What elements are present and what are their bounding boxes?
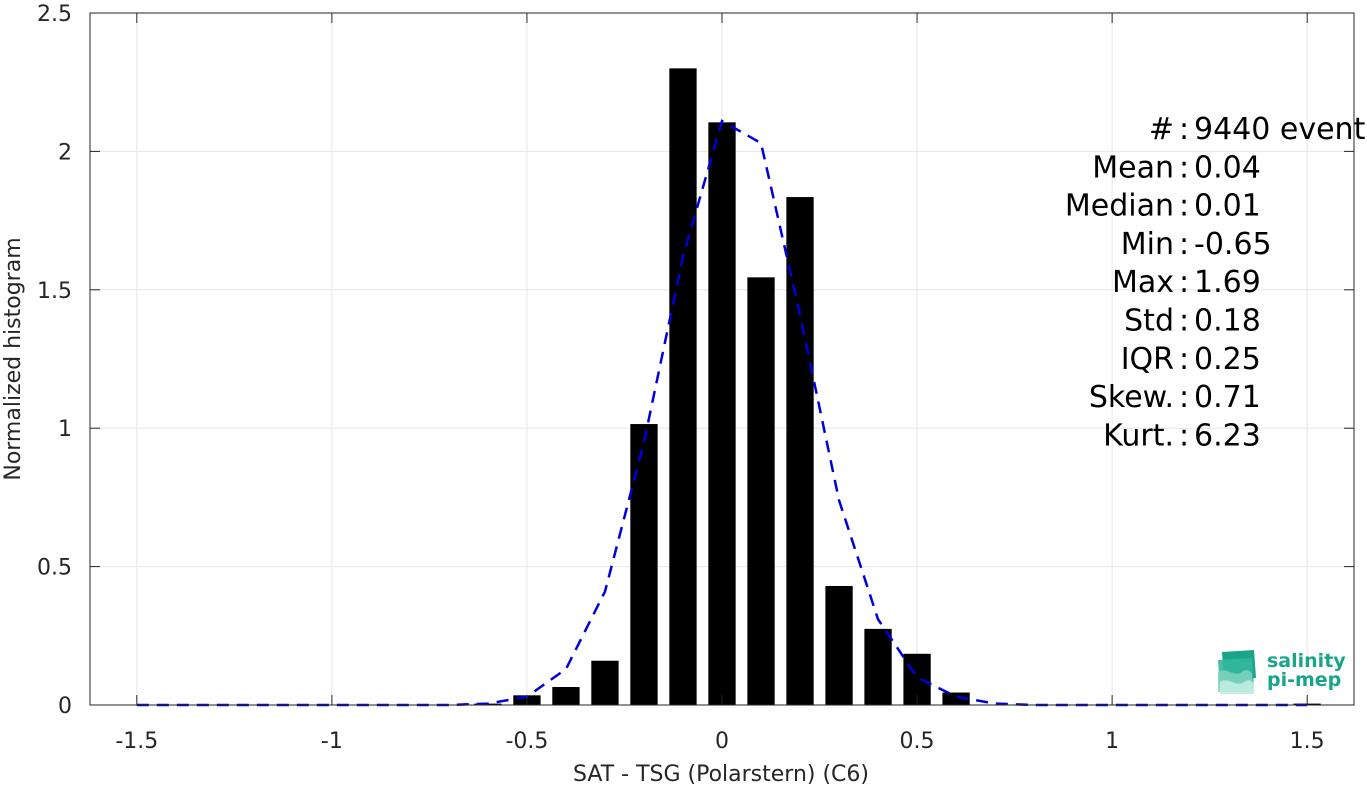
stat-label: Max <box>1112 265 1174 300</box>
tick-labels: -1.5 -1 -0.5 0 0.5 1 1.5 0 0.5 1 1.5 2 2.5 <box>37 2 1325 754</box>
stat-line: Kurt.:6.23 <box>1103 418 1261 453</box>
stat-line: Skew.:0.71 <box>1089 380 1261 415</box>
x-axis-label: SAT - TSG (Polarstern) (C6) <box>573 762 869 785</box>
stat-line: Std:0.18 <box>1124 304 1261 339</box>
stat-value: 1.69 <box>1194 265 1261 300</box>
histogram-bar <box>591 660 619 705</box>
stat-label: Std <box>1124 304 1174 339</box>
bars <box>474 68 1321 706</box>
stat-label: Median <box>1065 189 1174 224</box>
y-tick-label: 0 <box>58 694 72 719</box>
stat-line: Median:0.01 <box>1065 189 1261 224</box>
histogram-bar <box>825 585 853 705</box>
salinity-pi-mep-logo: salinity pi-mep <box>1218 650 1346 694</box>
y-tick-label: 0.5 <box>37 556 72 581</box>
stat-value: 0.71 <box>1194 380 1261 415</box>
x-tick-label: 0.5 <box>900 729 935 754</box>
y-tick-label: 1.5 <box>37 279 72 304</box>
x-tick-label: -1 <box>321 729 343 754</box>
ticks <box>90 12 1354 706</box>
y-axis-label: Normalized histogram <box>1 237 26 480</box>
logo-line1: salinity <box>1267 650 1346 672</box>
stat-value: 6.23 <box>1194 418 1261 453</box>
stat-label: Mean <box>1092 150 1174 185</box>
x-tick-label: 1 <box>1105 729 1119 754</box>
histogram-bar <box>630 424 658 705</box>
wave-logo-icon <box>1218 650 1256 694</box>
stat-line: Min: -0.65 <box>1121 227 1272 262</box>
logo-line2: pi-mep <box>1267 669 1341 691</box>
stat-label: # <box>1149 112 1174 147</box>
stat-line: IQR:0.25 <box>1121 342 1261 377</box>
stat-label: Min <box>1121 227 1174 262</box>
stat-colon: : <box>1179 227 1189 262</box>
stat-colon: : <box>1179 342 1189 377</box>
histogram-bar <box>786 197 814 705</box>
stat-label: IQR <box>1121 342 1174 377</box>
stat-colon: : <box>1179 189 1189 224</box>
stat-colon: : <box>1179 418 1189 453</box>
stat-colon: : <box>1179 304 1189 339</box>
y-tick-label: 2.5 <box>37 2 72 27</box>
x-tick-label: 1.5 <box>1290 729 1325 754</box>
stat-label: Kurt. <box>1103 418 1174 453</box>
stat-colon: : <box>1179 265 1189 300</box>
stat-line: Mean:0.04 <box>1092 150 1261 185</box>
histogram-bar <box>942 692 970 705</box>
histogram-bar <box>708 122 736 705</box>
stat-value: 0.04 <box>1194 150 1261 185</box>
stat-line: #:9440 events <box>1149 112 1367 147</box>
y-tick-label: 2 <box>58 140 72 165</box>
stat-colon: : <box>1179 380 1189 415</box>
stat-line: Max:1.69 <box>1112 265 1261 300</box>
stat-value: 0.25 <box>1194 342 1261 377</box>
stat-value: 0.01 <box>1194 189 1261 224</box>
y-tick-label: 1 <box>58 417 72 442</box>
stat-colon: : <box>1179 112 1189 147</box>
x-tick-label: 0 <box>715 729 729 754</box>
histogram-bar <box>864 628 892 705</box>
histogram-bar <box>669 68 697 706</box>
fit-curve <box>136 119 1308 707</box>
stat-value: -0.65 <box>1194 227 1272 262</box>
stat-colon: : <box>1179 150 1189 185</box>
histogram-bar <box>747 277 775 705</box>
stat-value: 9440 events <box>1194 112 1367 147</box>
x-tick-label: -0.5 <box>505 729 548 754</box>
stat-value: 0.18 <box>1194 304 1261 339</box>
x-tick-label: -1.5 <box>115 729 158 754</box>
histogram-bar <box>552 687 580 705</box>
stat-label: Skew. <box>1089 380 1174 415</box>
